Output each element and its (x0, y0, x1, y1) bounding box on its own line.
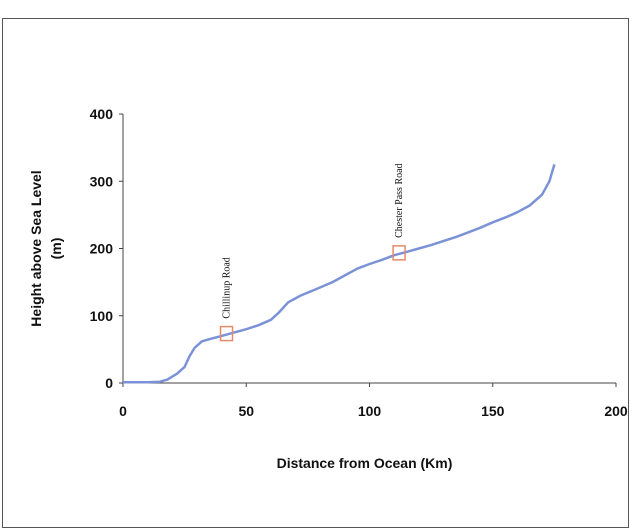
y-tick-labels: 0 100 200 300 400 (90, 106, 114, 391)
x-tick-label: 0 (119, 403, 127, 419)
y-tick-label: 200 (90, 241, 114, 257)
chart-frame: 0 100 200 300 400 0 50 100 150 200 Chillinup Roa… (2, 18, 629, 528)
annotation-label: Chester Pass Road (394, 163, 405, 237)
series-line (123, 164, 556, 384)
annotation-marker (392, 245, 406, 261)
annotation-marker (219, 325, 234, 342)
annotation-label: Chillinup Road (222, 257, 233, 318)
x-axis-label: Distance from Ocean (Km) (277, 455, 453, 471)
y-axis-label: Height above Sea Level (28, 170, 44, 326)
x-tick-labels: 0 50 100 150 200 (119, 403, 628, 419)
annotations: Chillinup Road Chester Pass Road (219, 163, 406, 342)
x-tick-label: 200 (604, 403, 628, 419)
y-tick-label: 0 (105, 375, 113, 391)
y-tick-label: 400 (90, 106, 114, 122)
x-tick-label: 100 (358, 403, 382, 419)
y-tick-label: 300 (90, 173, 114, 189)
x-tick-label: 50 (238, 403, 254, 419)
line-chart: 0 100 200 300 400 0 50 100 150 200 Chillinup Roa… (28, 106, 628, 471)
x-tick-label: 150 (481, 403, 505, 419)
axes (119, 113, 617, 387)
y-axis-label-unit: (m) (48, 238, 64, 260)
y-tick-label: 100 (90, 308, 114, 324)
